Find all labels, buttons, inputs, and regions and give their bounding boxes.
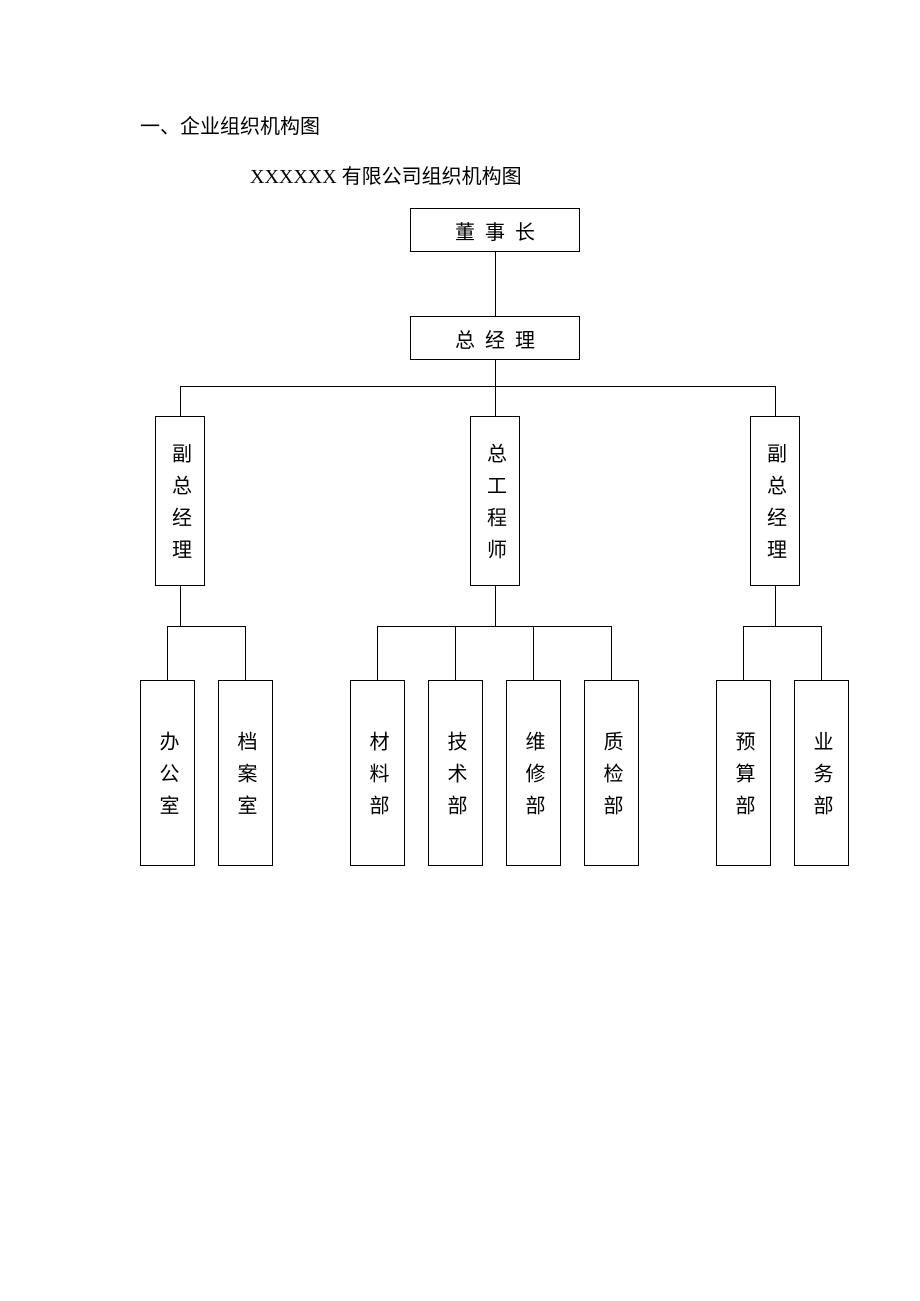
edge-vgm-right-down [775, 586, 776, 626]
node-qc: 质检部 [584, 680, 639, 866]
edge-to-material [377, 626, 378, 680]
node-tech: 技术部 [428, 680, 483, 866]
edge-to-vgm-left [180, 386, 181, 416]
edge-to-archive [245, 626, 246, 680]
edge-to-biz [821, 626, 822, 680]
edge-gm-down [495, 360, 496, 386]
node-chief-eng: 总工程师 [470, 416, 520, 586]
edge-to-tech [455, 626, 456, 680]
edge-to-chief-eng [495, 386, 496, 416]
edge-bus-vgm-right [743, 626, 822, 627]
edge-bus-vgm-left [167, 626, 246, 627]
edge-bus-chief-eng [377, 626, 612, 627]
edge-to-vgm-right [775, 386, 776, 416]
edge-to-maint [533, 626, 534, 680]
edge-to-qc [611, 626, 612, 680]
node-vgm-right: 副总经理 [750, 416, 800, 586]
node-maint: 维修部 [506, 680, 561, 866]
node-budget: 预算部 [716, 680, 771, 866]
edge-bus-level2 [180, 386, 775, 387]
node-biz: 业务部 [794, 680, 849, 866]
chart-title: XXXXXX 有限公司组织机构图 [250, 160, 522, 189]
edge-to-budget [743, 626, 744, 680]
edge-chief-eng-down [495, 586, 496, 626]
node-vgm-left: 副总经理 [155, 416, 205, 586]
section-title: 一、企业组织机构图 [140, 110, 320, 139]
node-office: 办公室 [140, 680, 195, 866]
node-material: 材料部 [350, 680, 405, 866]
edge-vgm-left-down [180, 586, 181, 626]
edge-to-office [167, 626, 168, 680]
edge-chairman-gm [495, 252, 496, 316]
node-gm: 总经理 [410, 316, 580, 360]
node-archive: 档案室 [218, 680, 273, 866]
node-chairman: 董事长 [410, 208, 580, 252]
